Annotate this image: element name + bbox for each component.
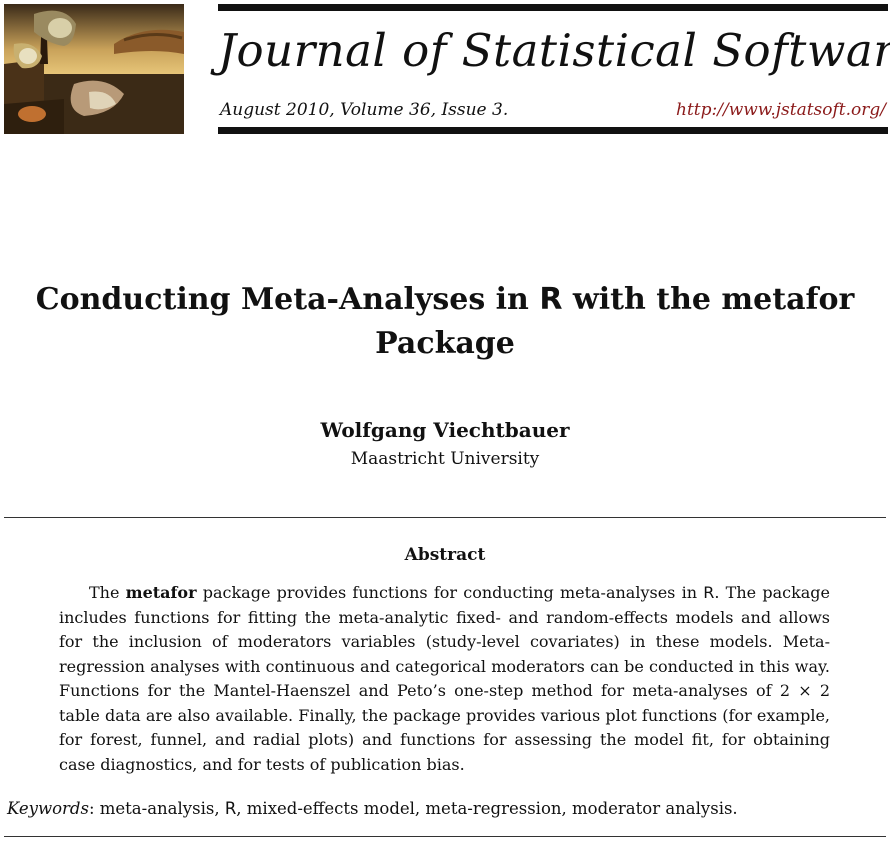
- section-divider-bottom: [4, 836, 886, 837]
- keywords-r: R: [224, 799, 237, 818]
- keywords: Keywords: meta-analysis, R, mixed-effect…: [7, 799, 885, 818]
- author-name: Wolfgang Viechtbauer: [320, 418, 570, 442]
- abstract-package-name: metafor: [125, 583, 197, 602]
- abstract-r: R: [703, 583, 715, 602]
- keywords-part2: , mixed-effects model, meta-regression, …: [236, 799, 738, 818]
- melting-clocks-painting-icon: [4, 4, 184, 134]
- header-rule-bottom: [218, 127, 888, 134]
- abstract-text-1: package provides functions for conductin…: [196, 583, 704, 602]
- abstract-heading: Abstract: [404, 545, 486, 565]
- issue-line: August 2010, Volume 36, Issue 3.: [220, 100, 509, 120]
- section-divider-top: [4, 517, 886, 518]
- title-part2: with the metafor Package: [375, 282, 855, 361]
- paper-title: Conducting Meta-Analyses in R with the m…: [20, 278, 870, 366]
- title-r: R: [539, 282, 563, 317]
- abstract-intro: The: [89, 583, 126, 602]
- journal-title: Journal of Statistical Software: [218, 24, 890, 77]
- journal-url-link[interactable]: http://www.jstatsoft.org/: [676, 100, 886, 120]
- abstract-body: The metafor package provides functions f…: [59, 581, 830, 777]
- title-part1: Conducting Meta-Analyses in: [35, 282, 540, 317]
- header-rule-top: [218, 4, 888, 11]
- keywords-label: Keywords: [7, 799, 89, 818]
- keywords-part1: : meta-analysis,: [88, 799, 225, 818]
- abstract-text-2: . The package includes functions for fit…: [59, 583, 831, 774]
- author-affiliation: Maastricht University: [350, 449, 540, 469]
- journal-logo: [4, 4, 184, 134]
